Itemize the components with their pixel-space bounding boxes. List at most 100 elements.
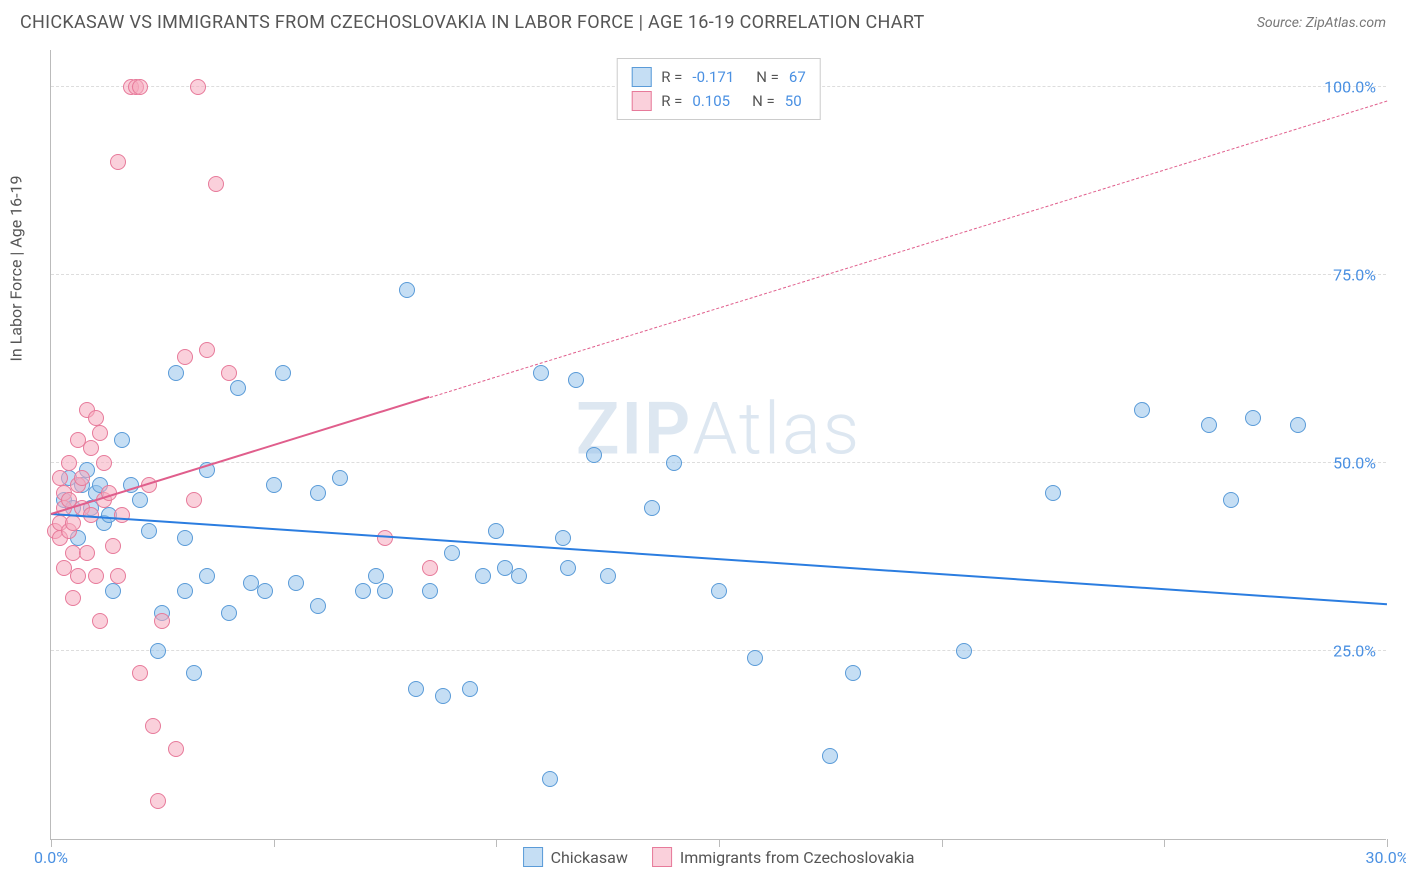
scatter-point	[747, 650, 763, 666]
scatter-point	[475, 568, 491, 584]
scatter-point	[288, 575, 304, 591]
gridline	[51, 274, 1386, 275]
scatter-point	[141, 523, 157, 539]
scatter-point	[83, 440, 99, 456]
scatter-point	[145, 718, 161, 734]
scatter-point	[79, 545, 95, 561]
scatter-point	[154, 613, 170, 629]
scatter-point	[1245, 410, 1261, 426]
scatter-point	[132, 492, 148, 508]
x-tick	[1387, 839, 1388, 847]
legend-r-value: 0.105	[692, 92, 730, 110]
scatter-point	[555, 530, 571, 546]
scatter-point	[435, 688, 451, 704]
legend-r-label: R =	[661, 68, 682, 86]
scatter-point	[956, 643, 972, 659]
legend-r-value: -0.171	[692, 68, 734, 86]
scatter-point	[377, 583, 393, 599]
legend-swatch	[523, 847, 543, 867]
legend-n-value: 50	[785, 92, 802, 110]
series-legend: Chickasaw Immigrants from Czechoslovakia	[523, 847, 915, 867]
scatter-point	[96, 455, 112, 471]
scatter-point	[1134, 402, 1150, 418]
chart-title: CHICKASAW VS IMMIGRANTS FROM CZECHOSLOVA…	[20, 12, 925, 33]
scatter-point	[542, 771, 558, 787]
scatter-point	[845, 665, 861, 681]
scatter-point	[114, 432, 130, 448]
x-tick	[51, 839, 52, 847]
scatter-point	[266, 477, 282, 493]
y-axis-label: In Labor Force | Age 16-19	[7, 175, 26, 361]
x-tick	[1164, 839, 1165, 847]
scatter-point	[70, 568, 86, 584]
x-tick	[274, 839, 275, 847]
scatter-point	[132, 79, 148, 95]
scatter-point	[377, 530, 393, 546]
scatter-point	[600, 568, 616, 584]
scatter-point	[1290, 417, 1306, 433]
scatter-point	[275, 365, 291, 381]
scatter-point	[644, 500, 660, 516]
x-tick-label: 0.0%	[34, 848, 68, 867]
scatter-point	[74, 470, 90, 486]
scatter-point	[177, 583, 193, 599]
y-tick-label: 50.0%	[1333, 453, 1376, 472]
legend-n-label: N =	[752, 92, 775, 110]
scatter-point	[488, 523, 504, 539]
legend-series-name: Chickasaw	[551, 848, 628, 867]
scatter-point	[150, 793, 166, 809]
scatter-point	[92, 613, 108, 629]
correlation-legend: R =-0.171N =67R =0.105N =50	[616, 58, 821, 120]
scatter-point	[310, 598, 326, 614]
scatter-point	[711, 583, 727, 599]
scatter-point	[65, 515, 81, 531]
scatter-point	[368, 568, 384, 584]
scatter-point	[186, 492, 202, 508]
scatter-point	[105, 538, 121, 554]
y-tick-label: 100.0%	[1324, 77, 1376, 96]
legend-row: R =-0.171N =67	[631, 65, 806, 89]
legend-r-label: R =	[661, 92, 682, 110]
scatter-point	[399, 282, 415, 298]
scatter-point	[199, 342, 215, 358]
scatter-point	[221, 605, 237, 621]
scatter-point	[1045, 485, 1061, 501]
scatter-point	[408, 681, 424, 697]
scatter-point	[533, 365, 549, 381]
y-tick-label: 75.0%	[1333, 265, 1376, 284]
scatter-point	[422, 583, 438, 599]
scatter-point	[257, 583, 273, 599]
scatter-point	[586, 447, 602, 463]
scatter-point	[132, 665, 148, 681]
legend-item: Chickasaw	[523, 847, 628, 867]
scatter-point	[462, 681, 478, 697]
scatter-point	[114, 507, 130, 523]
scatter-point	[52, 470, 68, 486]
scatter-point	[230, 380, 246, 396]
scatter-point	[422, 560, 438, 576]
scatter-point	[92, 425, 108, 441]
scatter-point	[150, 643, 166, 659]
legend-row: R = 0.105 N = 50	[631, 89, 806, 113]
scatter-point	[221, 365, 237, 381]
legend-swatch	[652, 847, 672, 867]
legend-series-name: Immigrants from Czechoslovakia	[680, 848, 915, 867]
scatter-point	[186, 665, 202, 681]
x-tick	[496, 839, 497, 847]
scatter-point	[310, 485, 326, 501]
scatter-point	[88, 410, 104, 426]
x-tick	[942, 839, 943, 847]
scatter-point	[88, 568, 104, 584]
scatter-point	[1223, 492, 1239, 508]
scatter-point	[65, 590, 81, 606]
scatter-point	[822, 748, 838, 764]
scatter-point	[105, 583, 121, 599]
legend-n-label: N =	[756, 68, 779, 86]
scatter-point	[177, 349, 193, 365]
legend-item: Immigrants from Czechoslovakia	[652, 847, 915, 867]
gridline	[51, 462, 1386, 463]
scatter-point	[110, 568, 126, 584]
scatter-point	[190, 79, 206, 95]
scatter-point	[1201, 417, 1217, 433]
scatter-point	[332, 470, 348, 486]
